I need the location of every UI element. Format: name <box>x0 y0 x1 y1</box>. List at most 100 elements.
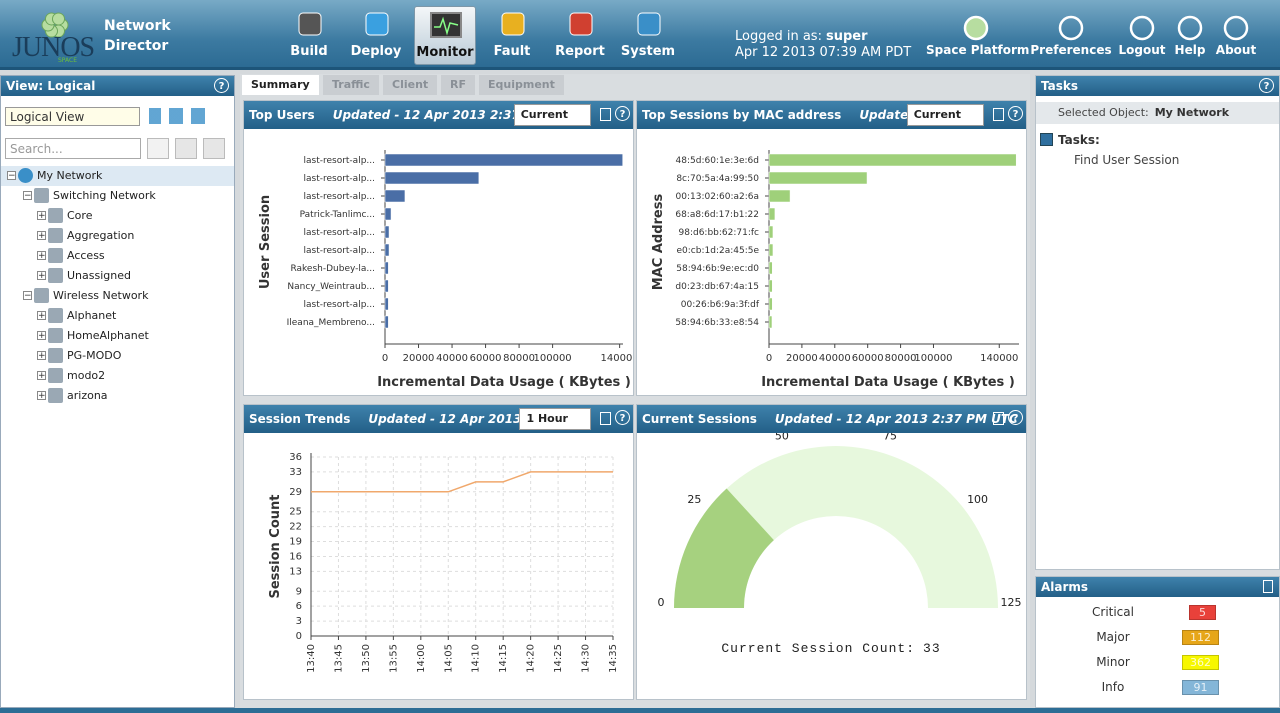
alarm-label: Critical <box>1092 605 1134 619</box>
period-select[interactable]: Current <box>513 104 591 126</box>
task-link[interactable]: Find User Session <box>1074 153 1180 167</box>
logo-petal <box>52 12 65 26</box>
bar <box>768 315 773 329</box>
tree-node[interactable]: + Aggregation <box>1 226 234 246</box>
login-datetime: Apr 12 2013 07:39 AM PDT <box>735 45 912 60</box>
export-icon[interactable] <box>993 108 1004 121</box>
x-tick-label: 100000 <box>534 353 572 364</box>
tasks-panel: Tasks? Selected Object: My Network Tasks: Fi… <box>1035 75 1280 570</box>
tool-icon <box>1129 15 1155 41</box>
y-tick-label: 58:94:6b:33:e8:54 <box>675 318 759 328</box>
tool-button[interactable]: About <box>1186 12 1280 62</box>
gauge-tick-label: 50 <box>775 433 789 443</box>
toolbar-icons[interactable] <box>149 108 209 124</box>
nav-label: Deploy <box>350 44 402 59</box>
tree-node[interactable]: + PG-MODO <box>1 346 234 366</box>
tree-node[interactable]: + Core <box>1 206 234 226</box>
tree-node[interactable]: + arizona <box>1 386 234 406</box>
tool-label: About <box>1215 43 1257 57</box>
widget-updated: Updated - 12 Apr 2013 2:37 <box>368 412 556 426</box>
tab[interactable]: Client <box>383 75 438 95</box>
nav-button[interactable]: Report <box>550 6 612 65</box>
help-icon[interactable]: ? <box>615 410 630 425</box>
widget-title: Session Trends <box>249 412 351 426</box>
tree-label: Unassigned <box>67 269 131 282</box>
header: JUNOS SPACE Network Director Build Deploy Moni… <box>0 0 1280 70</box>
tab[interactable]: Equipment <box>479 75 564 95</box>
alarm-label: Major <box>1096 630 1130 644</box>
widget-header: Current Sessions Updated - 12 Apr 2013 2:… <box>637 405 1026 433</box>
y-tick-label: 22 <box>289 522 302 533</box>
tab[interactable]: RF <box>441 75 475 95</box>
tree-node[interactable]: + HomeAlphanet <box>1 326 234 346</box>
x-tick-label: 13:50 <box>361 644 372 673</box>
help-icon[interactable]: ? <box>214 78 229 93</box>
alarm-count[interactable]: 112 <box>1182 630 1219 645</box>
tree-icon <box>48 328 63 343</box>
export-icon[interactable] <box>600 412 611 425</box>
nav-label: Monitor <box>416 45 474 60</box>
nav-icon <box>298 12 322 36</box>
tree-icon <box>18 168 33 183</box>
alarm-count[interactable]: 362 <box>1182 655 1219 670</box>
x-tick-label: 14:35 <box>608 644 619 673</box>
alarm-count[interactable]: 5 <box>1189 605 1216 620</box>
y-tick-label: last-resort-alp... <box>303 192 375 202</box>
redo-button[interactable] <box>203 138 225 159</box>
left-panel: View: Logical? Logical View Search... − My N… <box>0 75 235 708</box>
nav-button[interactable]: Build <box>279 6 341 65</box>
help-icon[interactable]: ? <box>1259 78 1274 93</box>
nav-button[interactable]: System <box>618 6 680 65</box>
y-tick-label: last-resort-alp... <box>303 228 375 238</box>
x-tick-label: 0 <box>766 353 772 364</box>
tree-node[interactable]: + Alphanet <box>1 306 234 326</box>
tool-button[interactable]: Logout <box>1092 12 1192 62</box>
gauge-tick-label: 0 <box>658 596 665 609</box>
tree-node[interactable]: + Access <box>1 246 234 266</box>
checkbox[interactable] <box>1040 133 1053 146</box>
export-icon[interactable] <box>993 412 1004 425</box>
nav-button[interactable]: Deploy <box>346 6 408 65</box>
tree-icon <box>48 208 63 223</box>
tree-node[interactable]: + modo2 <box>1 366 234 386</box>
tool-button[interactable]: Preferences <box>1021 12 1121 62</box>
bar <box>768 243 774 257</box>
view-select[interactable]: Logical View <box>5 107 140 126</box>
alarm-count[interactable]: 91 <box>1182 680 1219 695</box>
undo-button[interactable] <box>175 138 197 159</box>
widget-title: Current Sessions <box>642 412 757 426</box>
export-icon[interactable] <box>1263 580 1273 593</box>
help-icon[interactable]: ? <box>1008 410 1023 425</box>
tab[interactable]: Summary <box>242 75 319 95</box>
app-name: Network <box>104 18 171 34</box>
tool-button[interactable]: Space Platform <box>926 12 1029 62</box>
period-select[interactable]: 1 Hour <box>519 408 591 430</box>
tree-node[interactable]: − Wireless Network <box>1 286 234 306</box>
widget-header: Top Users Updated - 12 Apr 2013 2:37 PM Cu… <box>244 101 633 129</box>
help-icon[interactable]: ? <box>615 106 630 121</box>
widget-title: Top Users <box>249 108 315 122</box>
y-tick-label: 6 <box>296 601 302 612</box>
x-tick-label: 13:55 <box>388 644 399 673</box>
nav-button[interactable]: Fault <box>482 6 544 65</box>
search-input[interactable]: Search... <box>5 138 141 159</box>
nav-button[interactable]: Monitor <box>414 6 476 65</box>
tree-node[interactable]: − My Network <box>1 166 234 186</box>
tree-node[interactable]: + Unassigned <box>1 266 234 286</box>
tab[interactable]: Traffic <box>323 75 379 95</box>
tree-node[interactable]: − Switching Network <box>1 186 234 206</box>
x-tick-label: 14:30 <box>581 644 592 673</box>
icon <box>637 12 661 36</box>
export-icon[interactable] <box>600 108 611 121</box>
y-tick-label: 9 <box>296 586 302 597</box>
tool-button[interactable]: Help <box>1140 12 1240 62</box>
search-button[interactable] <box>147 138 169 159</box>
y-tick-label: last-resort-alp... <box>303 246 375 256</box>
tool-icon <box>1058 15 1084 41</box>
period-select[interactable]: Current <box>906 104 984 126</box>
x-tick-label: 60000 <box>852 353 884 364</box>
y-tick-label: 00:13:02:60:a2:6a <box>676 192 759 202</box>
help-icon[interactable]: ? <box>1008 106 1023 121</box>
y-axis-title: User Session <box>258 195 273 289</box>
